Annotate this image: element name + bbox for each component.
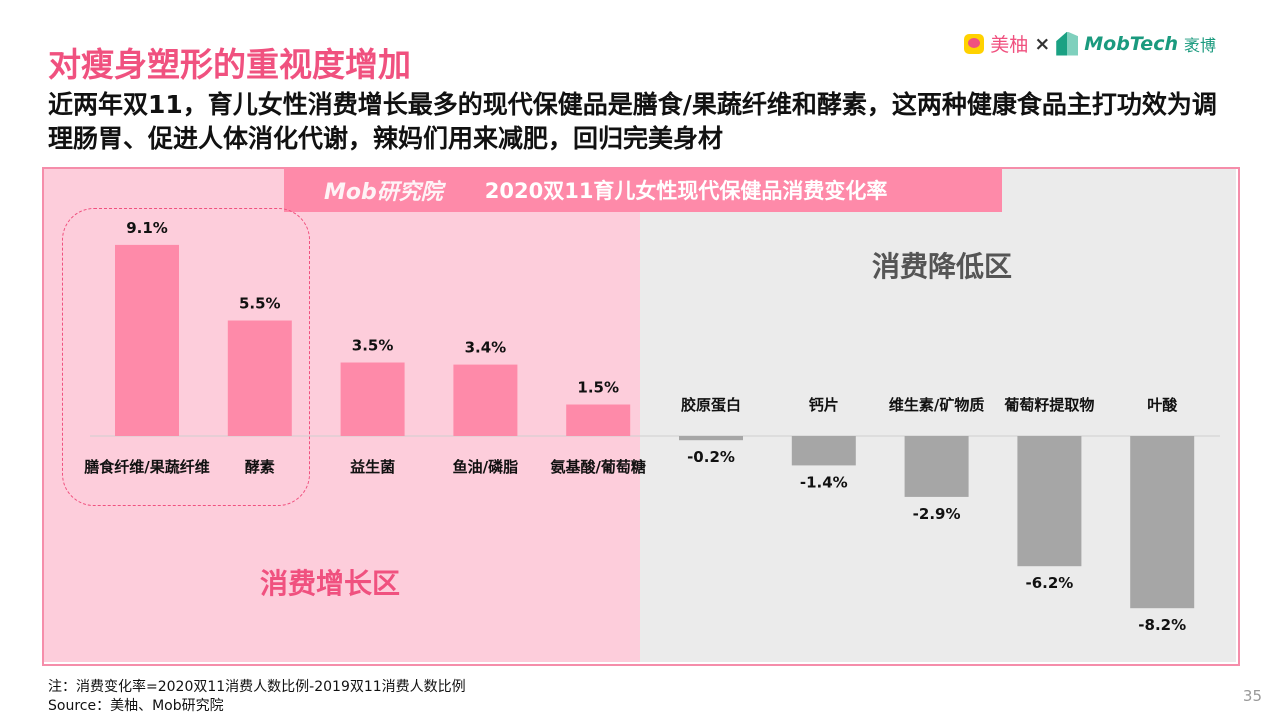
page-title: 对瘦身塑形的重视度增加 — [48, 45, 411, 84]
mobtech-logo-cn: 袤博 — [1183, 35, 1216, 55]
value-label: 5.5% — [239, 295, 281, 313]
bar — [904, 436, 969, 497]
bar — [453, 364, 518, 436]
meiyou-logo-icon — [964, 33, 985, 54]
bar — [340, 362, 405, 436]
value-label: -8.2% — [1138, 616, 1186, 634]
note-text: 注：消费变化率=2020双11消费人数比例-2019双11消费人数比例 — [48, 679, 466, 695]
category-label: 钙片 — [809, 396, 839, 414]
bar — [1017, 436, 1082, 567]
bar — [227, 320, 292, 436]
value-label: 9.1% — [126, 219, 168, 237]
value-label: -2.9% — [913, 505, 961, 523]
bar — [115, 244, 179, 436]
category-label: 鱼油/磷脂 — [453, 458, 518, 476]
bar — [1130, 436, 1195, 609]
category-label: 益生菌 — [350, 458, 395, 476]
meiyou-logo-text: 美柚 — [990, 34, 1029, 56]
mobtech-logo-text: MobTech — [1084, 32, 1178, 55]
mobtech-logo-icon — [1056, 31, 1079, 56]
value-label: -1.4% — [800, 473, 848, 491]
decrease-zone-label: 消费降低区 — [872, 250, 1013, 283]
category-label: 胶原蛋白 — [681, 396, 741, 414]
highlight-dashed-box — [62, 208, 310, 506]
category-label: 氨基酸/葡萄糖 — [550, 458, 645, 476]
bar — [791, 436, 856, 466]
page-number: 35 — [1242, 687, 1262, 705]
footnote: 注：消费变化率=2020双11消费人数比例-2019双11消费人数比例 Sour… — [48, 678, 466, 716]
value-label: 1.5% — [577, 379, 619, 397]
chart-title: 2020双11育儿女性现代保健品消费变化率 — [484, 179, 888, 203]
value-label: -6.2% — [1025, 574, 1073, 592]
page-subtitle: 近两年双11，育儿女性消费增长最多的现代保健品是膳食/果蔬纤维和酵素，这两种健康… — [48, 90, 1217, 153]
category-label: 膳食纤维/果蔬纤维 — [84, 458, 209, 476]
mob-institute-logo: Mob研究院 — [324, 180, 443, 205]
source-text: Source：美柚、Mob研究院 — [48, 698, 224, 714]
category-label: 酵素 — [245, 458, 275, 476]
value-label: 3.5% — [352, 337, 394, 355]
times-sign: × — [1034, 32, 1051, 55]
category-label: 维生素/矿物质 — [889, 396, 984, 414]
logos: 美柚 × MobTech 袤博 — [964, 30, 1216, 57]
value-label: 3.4% — [465, 339, 507, 357]
chart-banner: Mob研究院 2020双11育儿女性现代保健品消费变化率 — [284, 168, 1002, 212]
category-label: 叶酸 — [1147, 396, 1178, 414]
bar — [566, 404, 631, 436]
category-label: 葡萄籽提取物 — [1003, 396, 1094, 414]
increase-zone-label: 消费增长区 — [260, 567, 401, 600]
value-label: -0.2% — [687, 448, 735, 466]
bar — [679, 436, 743, 441]
